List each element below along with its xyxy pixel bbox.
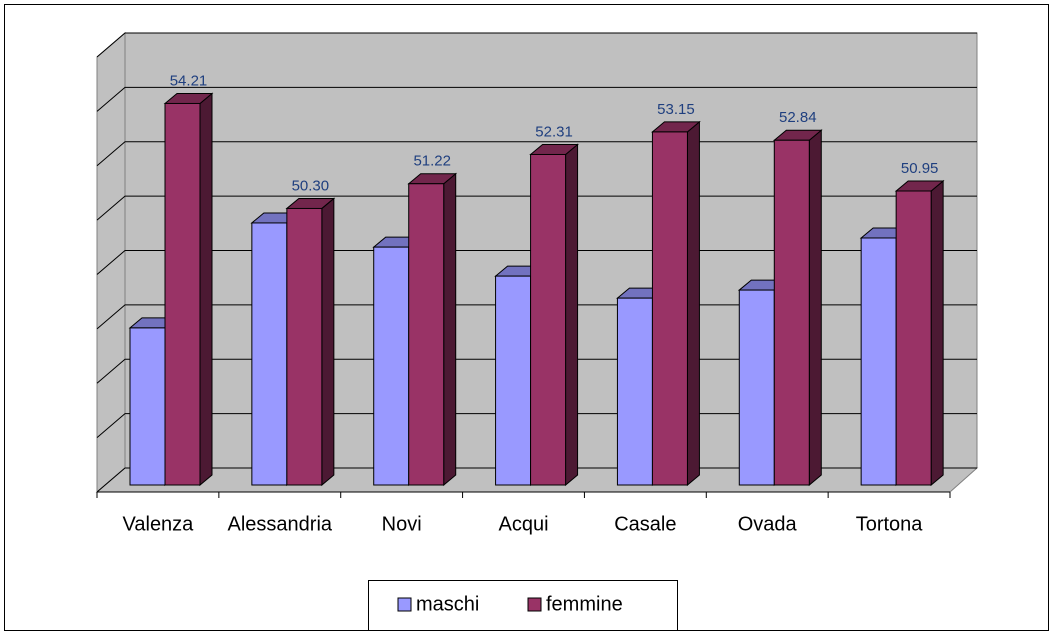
- legend-swatch: [397, 597, 412, 612]
- bar-face: [199, 92, 213, 487]
- bar-face: [808, 129, 822, 487]
- x-tick-label: Novi: [382, 513, 422, 535]
- bar: [529, 143, 579, 487]
- bar-face: [565, 143, 579, 487]
- x-tick-label: Tortona: [856, 513, 924, 535]
- x-tick-label: Ovada: [738, 513, 798, 535]
- bar-face: [164, 102, 201, 486]
- value-label: 50.95: [901, 160, 939, 177]
- x-tick-label: Casale: [614, 513, 676, 535]
- bar-face: [930, 179, 944, 487]
- value-label: 52.84: [779, 109, 817, 126]
- value-label: 53.15: [657, 101, 695, 118]
- bar-face: [408, 183, 445, 486]
- legend-label: femmine: [546, 593, 623, 615]
- bar-face: [686, 120, 700, 487]
- bar-face: [651, 131, 688, 486]
- bar-face: [616, 297, 653, 486]
- bar-face: [321, 197, 335, 487]
- bar: [651, 120, 701, 487]
- bar-face: [443, 172, 457, 487]
- bar: [772, 129, 823, 487]
- bar-face: [129, 327, 166, 486]
- value-label: 54.21: [170, 72, 208, 89]
- bar-face: [530, 153, 567, 486]
- bar: [894, 179, 945, 487]
- bar: [407, 172, 458, 487]
- x-tick-label: Valenza: [123, 513, 195, 535]
- grid-line: [96, 32, 977, 58]
- bar: [285, 197, 336, 487]
- bar-face: [773, 139, 810, 486]
- grid-line: [96, 86, 977, 112]
- bar-face: [495, 275, 532, 486]
- x-tick-label: Alessandria: [228, 513, 333, 535]
- value-label: 50.30: [292, 177, 330, 194]
- value-label: 52.31: [535, 123, 573, 140]
- bar-face: [373, 246, 410, 486]
- bar-face: [895, 190, 932, 486]
- legend: [368, 580, 678, 631]
- value-label: 51.22: [413, 153, 451, 170]
- x-tick-label: Acqui: [498, 513, 548, 535]
- legend-label: maschi: [416, 593, 479, 615]
- bar-face: [251, 222, 288, 486]
- legend-swatch: [527, 597, 542, 612]
- bar: [163, 92, 214, 487]
- bar-face: [860, 237, 897, 486]
- bar-face: [738, 289, 775, 486]
- bar-face: [286, 207, 323, 486]
